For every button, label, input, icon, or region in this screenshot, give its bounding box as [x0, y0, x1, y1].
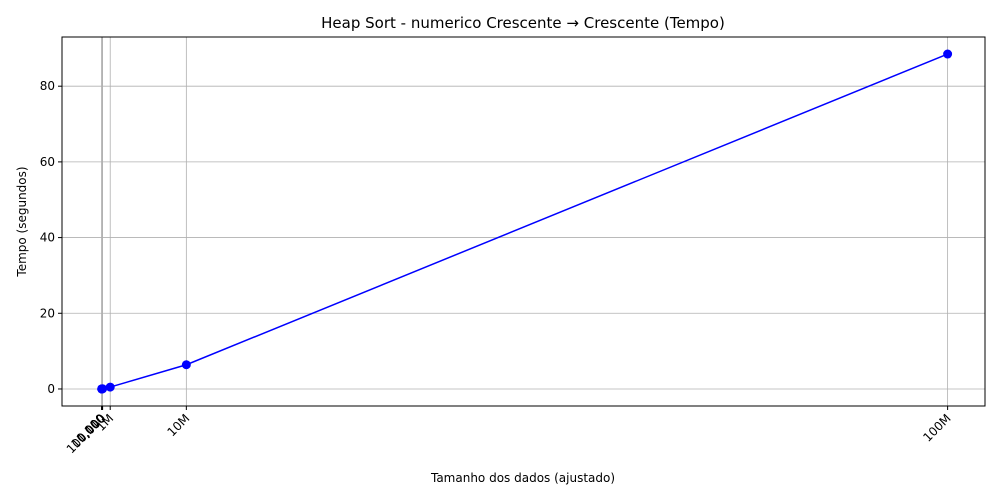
y-tick-label: 60 — [40, 155, 55, 169]
x-tick-label: 10M — [164, 411, 192, 439]
y-tick-label: 80 — [40, 79, 55, 93]
data-point — [98, 384, 108, 394]
series-line — [101, 53, 948, 390]
chart-title: Heap Sort - numerico Crescente → Crescen… — [321, 14, 725, 32]
plot-frame — [61, 36, 986, 407]
x-tick-label: 100M — [920, 411, 953, 444]
y-axis-label: Tempo (segundos) — [15, 166, 29, 277]
data-point — [181, 360, 191, 370]
y-tick-label: 40 — [40, 231, 55, 245]
y-tick-label: 0 — [47, 382, 55, 396]
y-tick-label: 20 — [40, 306, 55, 320]
data-point — [943, 49, 953, 59]
y-axis: 0 20 40 60 80 — [40, 79, 62, 396]
grid — [62, 37, 985, 406]
series — [97, 49, 953, 394]
x-axis-label: Tamanho dos dados (ajustado) — [430, 471, 615, 485]
data-point — [105, 382, 115, 392]
